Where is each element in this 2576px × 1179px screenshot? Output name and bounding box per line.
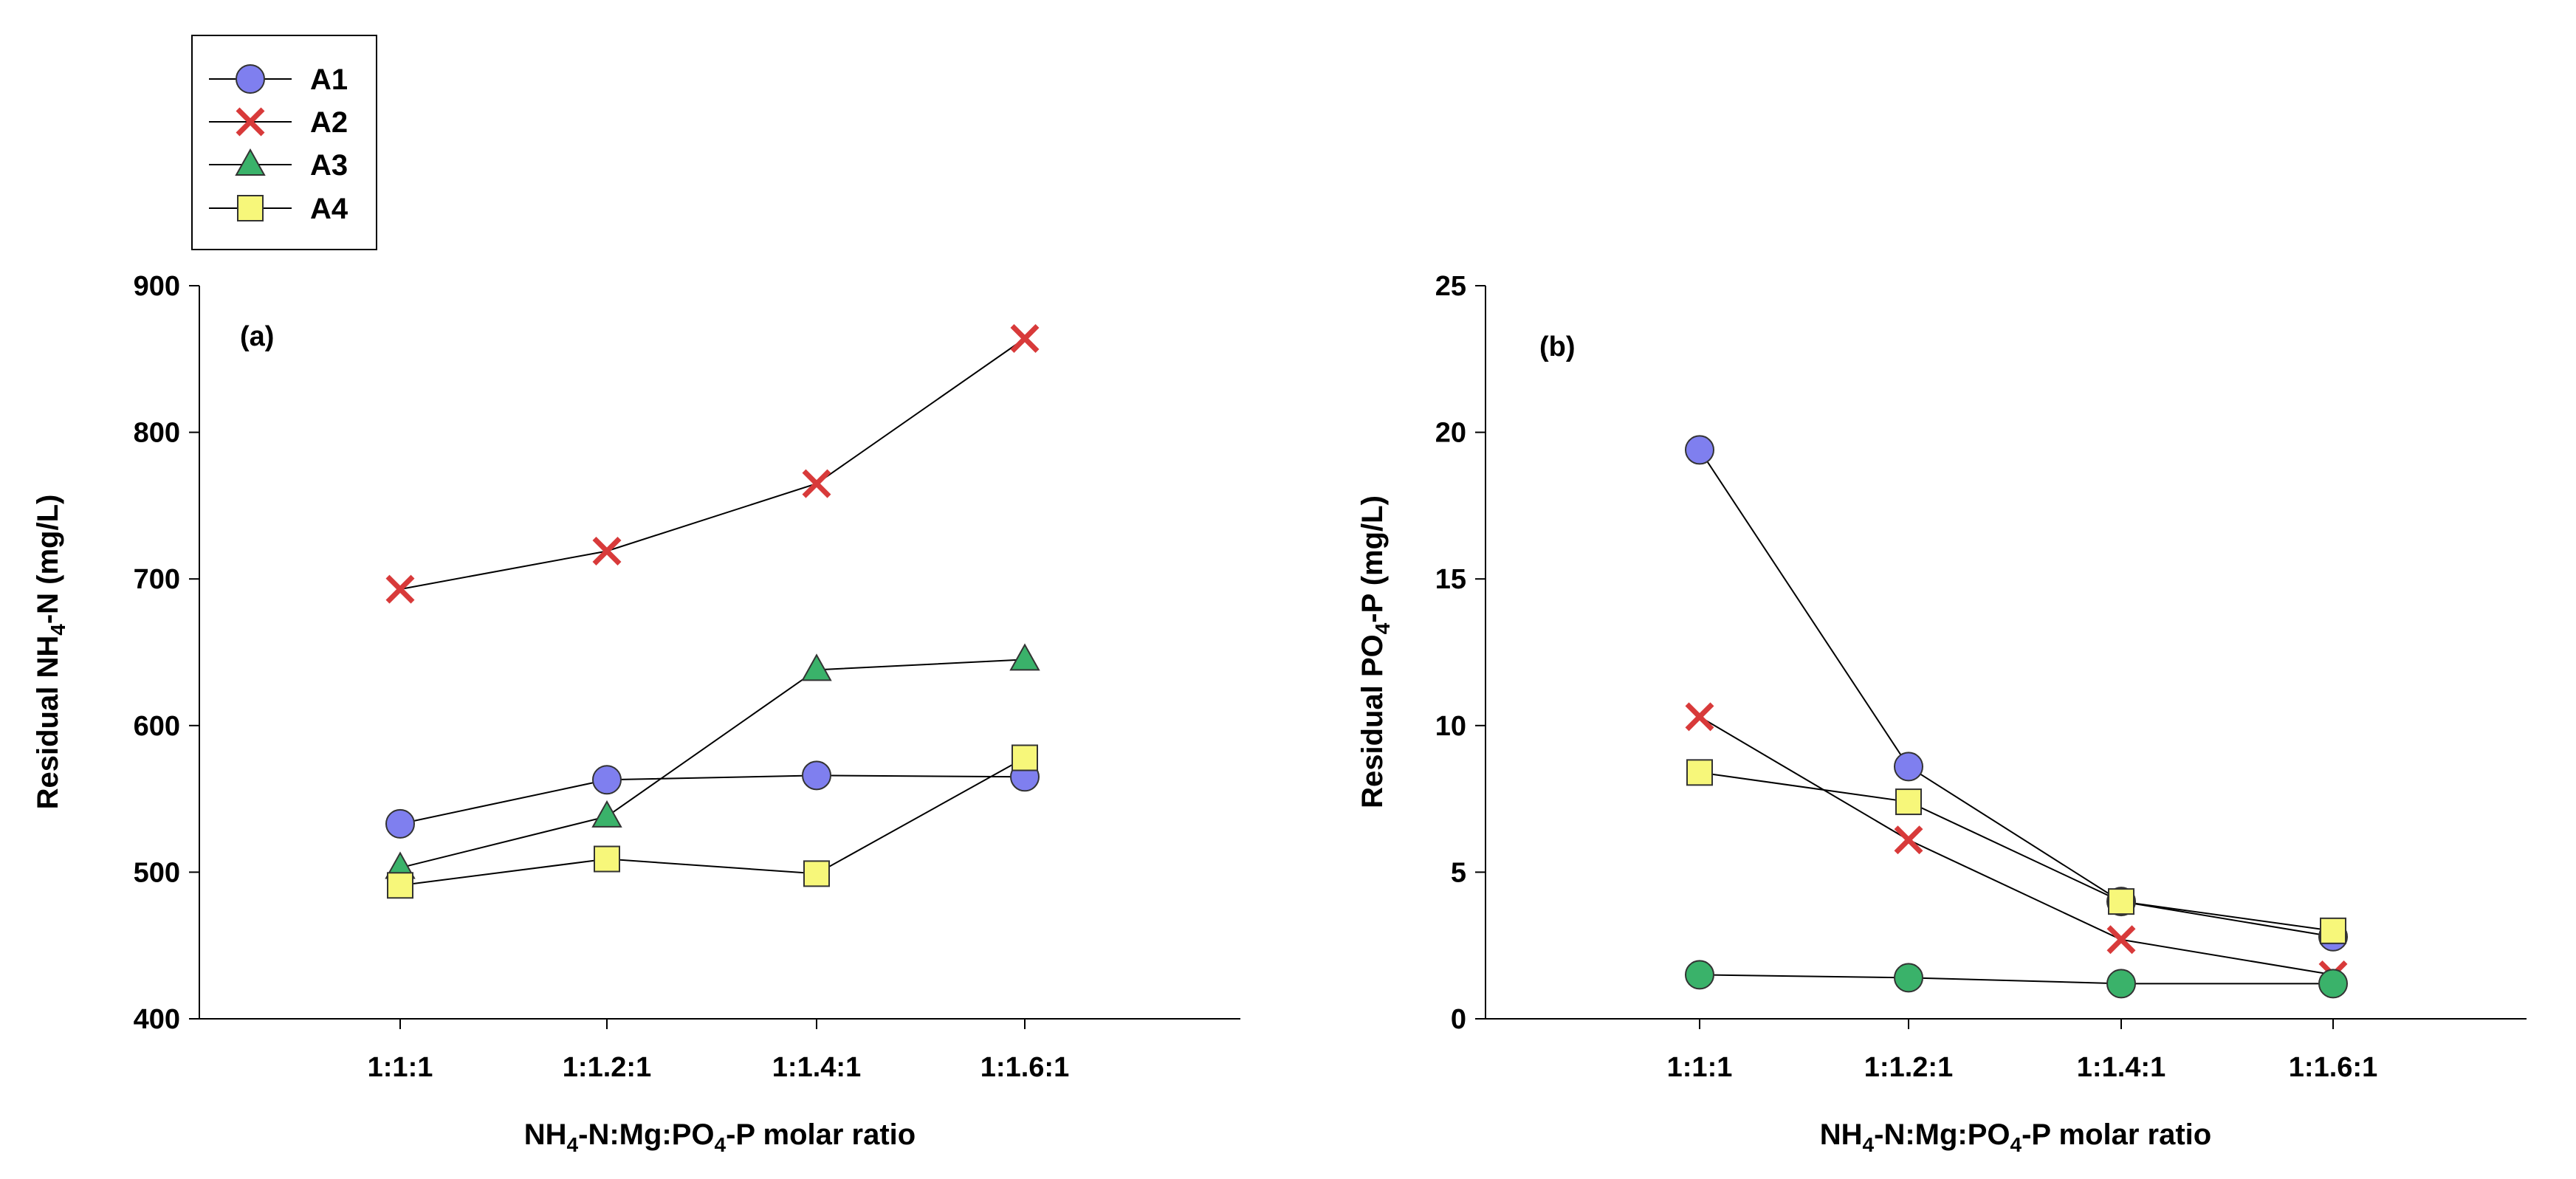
legend-marker-a4 xyxy=(237,195,264,221)
chart-panel-b: 0 5 10 15 20 25 1:1:1 1:1.2:1 1:1.4:1 1:1.6:1 (b)… xyxy=(1356,271,2527,1156)
panel-a-point-a1 xyxy=(802,760,831,791)
panel-a-ytick-label: 500 xyxy=(134,857,180,888)
panel-a-series-line-a2 xyxy=(399,337,1026,591)
panel-b-series-line-a3 xyxy=(1699,974,2333,985)
panel-b-ytick-label: 20 xyxy=(1435,418,1466,449)
panel-a-ytick-label: 400 xyxy=(134,1004,180,1035)
legend-label-a4: A4 xyxy=(310,193,348,225)
panel-b-ytick-label: 10 xyxy=(1435,711,1466,742)
panel-a-series-line-a4 xyxy=(399,757,1026,887)
panel-a-point-a4 xyxy=(803,860,830,887)
panel-b-point-a3 xyxy=(1894,963,1923,993)
panel-b-xtick-label: 1:1.6:1 xyxy=(2289,1052,2377,1083)
panel-b-point-a4 xyxy=(2108,888,2134,915)
panel-b-xtick-label: 1:1:1 xyxy=(1667,1052,1733,1083)
panel-a-point-a3 xyxy=(801,653,832,681)
legend-label-a3: A3 xyxy=(310,149,348,182)
panel-a-y-title: Residual NH4-N (mg/L) xyxy=(32,495,69,810)
panel-b-point-a1 xyxy=(1685,435,1714,465)
panel-b-label: (b) xyxy=(1539,331,1576,362)
panel-b-point-a2 xyxy=(2106,925,2136,955)
panel-b-point-a2 xyxy=(1685,702,1714,732)
panel-b-series-line-a1 xyxy=(1699,449,2334,938)
panel-b-point-a3 xyxy=(2106,969,2136,999)
panel-a-xtick-label: 1:1.6:1 xyxy=(980,1052,1069,1083)
panel-a-point-a3 xyxy=(591,800,622,828)
panel-a-ytick-label: 800 xyxy=(134,418,180,449)
panel-a-ytick-label: 900 xyxy=(134,271,180,302)
panel-a-point-a1 xyxy=(592,765,622,795)
panel-a-ytick-label: 700 xyxy=(134,564,180,595)
panel-b-ytick-label: 5 xyxy=(1451,857,1466,888)
panel-a-point-a2 xyxy=(1010,324,1040,353)
panel-a-point-a1 xyxy=(385,808,415,839)
panel-b-point-a3 xyxy=(1685,960,1714,990)
panel-b-y-title: Residual PO4-P (mg/L) xyxy=(1356,495,1394,808)
panel-a-point-a2 xyxy=(592,536,622,566)
panel-a-xtick-label: 1:1:1 xyxy=(368,1052,433,1083)
panel-b-xtick-label: 1:1.4:1 xyxy=(2077,1052,2165,1083)
panel-b-series-line-a2 xyxy=(1699,716,2334,976)
panel-a-point-a4 xyxy=(594,845,620,873)
panel-b-point-a1 xyxy=(1894,752,1923,782)
legend-label-a2: A2 xyxy=(310,106,348,139)
legend-marker-a2 xyxy=(236,107,265,137)
panel-b-ytick-label: 15 xyxy=(1435,564,1466,595)
panel-b-series-line-a4 xyxy=(1699,771,2334,932)
panel-b-x-title: NH4-N:Mg:PO4-P molar ratio xyxy=(1820,1118,2211,1156)
panel-b-point-a3 xyxy=(2318,969,2348,999)
legend-marker-a1 xyxy=(236,64,265,94)
panel-a-xtick-label: 1:1.2:1 xyxy=(563,1052,651,1083)
legend-box xyxy=(191,35,377,250)
panel-a-x-title: NH4-N:Mg:PO4-P molar ratio xyxy=(524,1118,916,1156)
panel-b-xtick-label: 1:1.2:1 xyxy=(1864,1052,1953,1083)
panel-b-point-a4 xyxy=(2320,917,2346,944)
panel-a-point-a2 xyxy=(385,574,415,604)
panel-b-ytick-label: 0 xyxy=(1451,1004,1466,1035)
panel-a-point-a4 xyxy=(1011,744,1038,771)
chart-panel-a: 400 500 600 700 800 900 1:1:1 1:1.2:1 1:1.4:1 1:1… xyxy=(32,271,1240,1156)
panel-b-point-a2 xyxy=(1894,825,1923,855)
panel-a-label: (a) xyxy=(240,321,274,352)
panel-a-xtick-label: 1:1.4:1 xyxy=(772,1052,861,1083)
legend-marker-a3 xyxy=(235,148,266,176)
panel-a-point-a2 xyxy=(802,469,831,498)
panel-a-point-a3 xyxy=(1009,643,1040,671)
panel-b-ytick-label: 25 xyxy=(1435,271,1466,302)
panel-a-ytick-label: 600 xyxy=(134,711,180,742)
panel-a-series-line-a3 xyxy=(399,659,1026,869)
panel-b-point-a4 xyxy=(1686,759,1713,786)
panel-a-point-a4 xyxy=(387,872,413,899)
panel-a-series-line-a1 xyxy=(399,774,1026,825)
panel-b-point-a4 xyxy=(1895,788,1922,816)
legend: A1 A2 A3 A4 xyxy=(191,35,377,250)
legend-label-a1: A1 xyxy=(310,63,348,96)
